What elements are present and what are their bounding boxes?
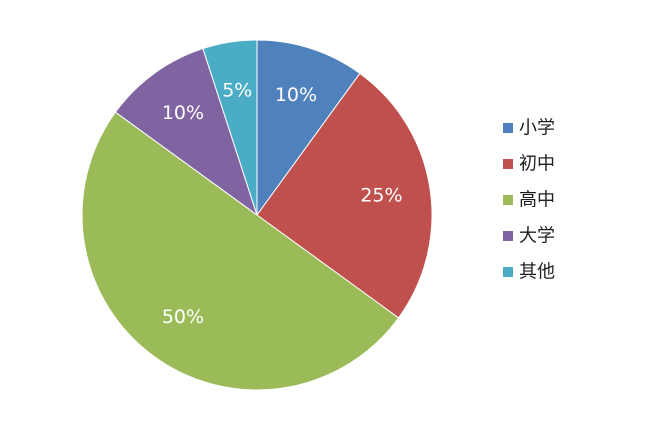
legend-item-1: 小学 (503, 118, 555, 139)
data-label-4: 10% (162, 102, 204, 124)
pie-slice-5 (202, 39, 258, 216)
pie-slice-4 (114, 47, 258, 217)
legend-label-4: 大学 (519, 226, 555, 247)
legend-swatch-4 (503, 231, 513, 241)
legend-label-3: 高中 (519, 190, 555, 211)
legend-item-5: 其他 (503, 262, 555, 283)
data-label-1: 10% (275, 84, 317, 106)
data-label-3: 50% (162, 306, 204, 328)
legend-label-5: 其他 (519, 262, 555, 283)
pie-slices (81, 39, 433, 391)
legend-item-3: 高中 (503, 190, 555, 211)
legend-item-2: 初中 (503, 154, 555, 175)
legend-swatch-5 (503, 267, 513, 277)
legend-swatch-3 (503, 195, 513, 205)
data-label-5: 5% (222, 80, 252, 102)
pie-slice-3 (81, 111, 400, 391)
data-label-2: 25% (360, 184, 402, 206)
legend-swatch-2 (503, 159, 513, 169)
legend-label-2: 初中 (519, 154, 555, 175)
legend-item-4: 大学 (503, 226, 555, 247)
legend-label-1: 小学 (519, 118, 555, 139)
pie-slice-2 (256, 72, 433, 319)
legend-swatch-1 (503, 123, 513, 133)
pie-slice-1 (256, 39, 361, 217)
pie-slice-labels: 10% 25% 50% 10% 5% (162, 80, 403, 328)
